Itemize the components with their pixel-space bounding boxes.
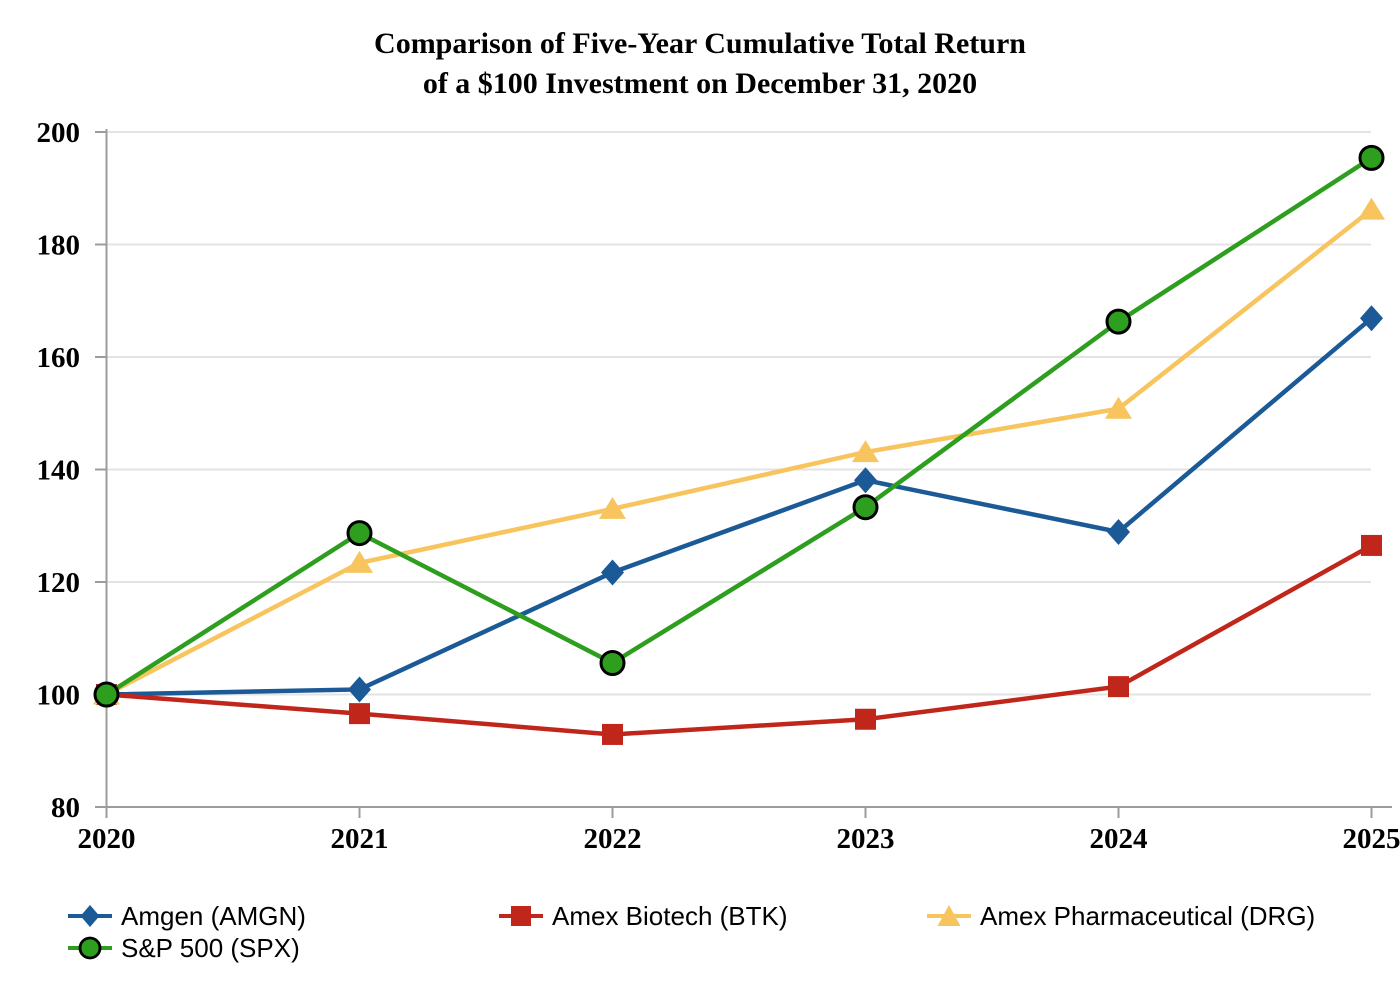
drg-legend-marker bbox=[937, 905, 961, 926]
x-axis-label-2022: 2022 bbox=[584, 823, 642, 855]
drg-triangle-icon bbox=[927, 905, 971, 926]
series-point-drg-2023 bbox=[852, 440, 879, 463]
legend-item-spx: S&P 500 (SPX) bbox=[68, 932, 300, 963]
series-point-spx-2024 bbox=[1105, 308, 1132, 335]
legend-item-btk: Amex Biotech (BTK) bbox=[499, 900, 788, 931]
legend-item-drg: Amex Pharmaceutical (DRG) bbox=[927, 900, 1316, 931]
legend-item-drg-label: Amex Pharmaceutical (DRG) bbox=[980, 900, 1316, 931]
amgen-legend-marker bbox=[80, 905, 100, 927]
series-point-amgen-2025 bbox=[1360, 305, 1383, 332]
series-point-amgen-2021 bbox=[348, 676, 371, 703]
series-point-amgen-2022 bbox=[601, 559, 624, 586]
spx-circle-icon bbox=[68, 936, 112, 960]
legend-item-btk-label: Amex Biotech (BTK) bbox=[552, 900, 788, 931]
btk-legend-marker bbox=[511, 906, 531, 926]
series-line-spx bbox=[105, 155, 1373, 697]
series-point-spx-2022 bbox=[599, 650, 626, 676]
x-axis-label-2025: 2025 bbox=[1343, 823, 1400, 855]
series-line-amgen bbox=[106, 316, 1373, 697]
y-axis-label-180: 180 bbox=[37, 230, 81, 262]
series-point-drg-2021 bbox=[346, 550, 373, 573]
series-line-btk bbox=[106, 543, 1373, 737]
legend-item-spx-label: S&P 500 (SPX) bbox=[121, 932, 300, 963]
series-point-btk-2022 bbox=[602, 723, 623, 745]
series-line-drg bbox=[105, 207, 1373, 697]
y-axis-label-120: 120 bbox=[37, 567, 81, 599]
series-point-amgen-2023 bbox=[854, 467, 877, 494]
series-point-spx-2023 bbox=[852, 494, 879, 521]
x-axis-label-2020: 2020 bbox=[78, 823, 136, 855]
amgen-diamond-icon bbox=[68, 905, 112, 927]
series-point-spx-2021 bbox=[346, 520, 373, 547]
y-axis-label-200: 200 bbox=[37, 117, 81, 149]
btk-square-icon bbox=[499, 906, 543, 926]
series-point-spx-2020 bbox=[93, 681, 120, 708]
series-point-drg-2025 bbox=[1358, 197, 1385, 220]
series-point-btk-2024 bbox=[1108, 676, 1129, 698]
legend-item-amgen: Amgen (AMGN) bbox=[68, 900, 306, 931]
series-point-btk-2021 bbox=[349, 703, 370, 725]
y-axis-label-160: 160 bbox=[37, 342, 81, 374]
y-axis-label-80: 80 bbox=[51, 792, 80, 824]
y-axis-label-140: 140 bbox=[37, 455, 81, 487]
x-axis-label-2024: 2024 bbox=[1090, 823, 1148, 855]
x-axis-label-2021: 2021 bbox=[331, 823, 389, 855]
series-point-spx-2025 bbox=[1358, 144, 1385, 171]
x-axis-label-2023: 2023 bbox=[837, 823, 895, 855]
chart-title: Comparison of Five-Year Cumulative Total… bbox=[0, 24, 1400, 104]
series-point-amgen-2024 bbox=[1107, 518, 1130, 545]
legend-item-amgen-label: Amgen (AMGN) bbox=[121, 900, 306, 931]
series-point-drg-2024 bbox=[1105, 396, 1132, 419]
series-point-btk-2023 bbox=[855, 708, 876, 730]
chart-title-line2: of a $100 Investment on December 31, 202… bbox=[422, 67, 978, 100]
series-point-drg-2022 bbox=[599, 496, 626, 519]
y-axis-label-100: 100 bbox=[37, 680, 81, 712]
series-point-btk-2025 bbox=[1361, 534, 1382, 556]
spx-legend-marker bbox=[78, 936, 102, 960]
chart-title-line1: Comparison of Five-Year Cumulative Total… bbox=[374, 27, 1026, 60]
